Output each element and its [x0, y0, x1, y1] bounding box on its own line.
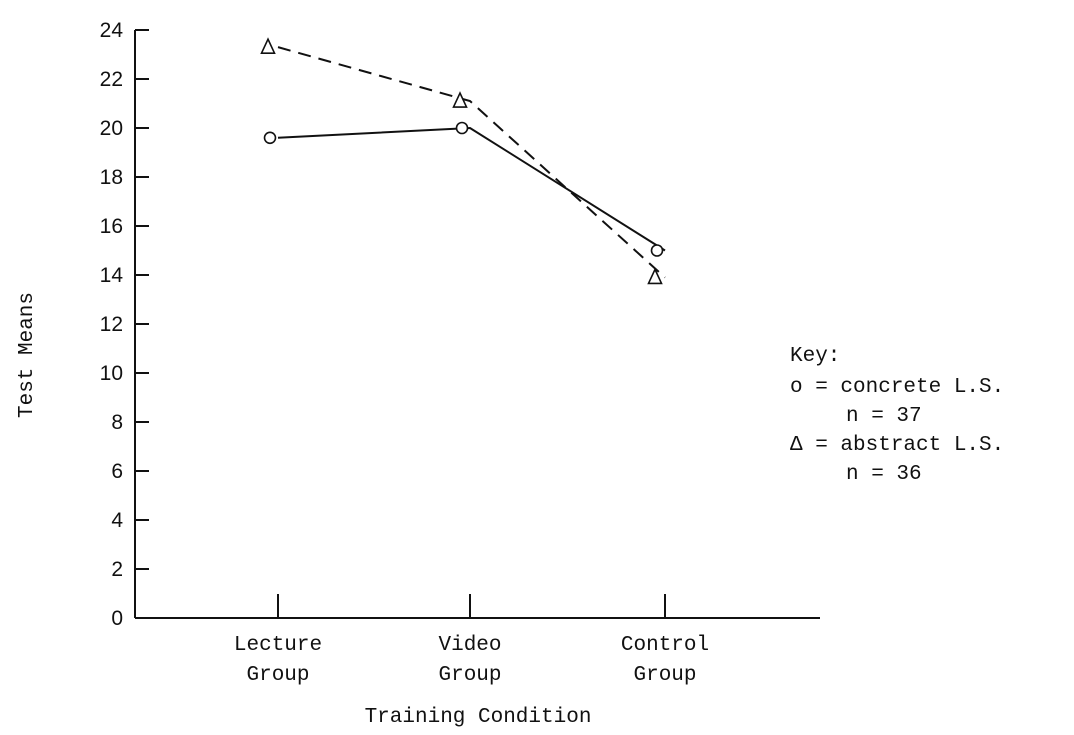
- axes: [134, 30, 820, 619]
- y-axis-label: Test Means: [16, 292, 39, 418]
- legend-title: Key:: [790, 345, 840, 368]
- y-tick-label: 4: [111, 509, 123, 532]
- series-line-abstract: [277, 46, 666, 279]
- x-tick-label: Lecture Group: [234, 634, 322, 687]
- y-tick-label: 0: [111, 607, 123, 630]
- data-point-circle: [455, 121, 469, 135]
- data-point-triangle: [647, 267, 663, 285]
- legend-entry-abstract: Δ = abstract L.S.: [790, 434, 1004, 457]
- data-point-triangle: [260, 37, 276, 54]
- legend-entry-abstract-n: n = 36: [846, 463, 922, 486]
- y-tick-label: 6: [111, 460, 123, 483]
- y-tick-label: 16: [100, 215, 123, 238]
- data-point-triangle: [452, 91, 468, 108]
- series-line-concrete: [277, 126, 666, 252]
- y-tick-label: 22: [100, 68, 123, 91]
- y-tick-label: 12: [100, 313, 123, 336]
- y-tick-label: 10: [100, 362, 123, 385]
- y-tick-label: 18: [100, 166, 123, 189]
- series-layer: [277, 46, 666, 279]
- data-point-circle: [263, 131, 277, 145]
- x-tick-label: Control Group: [621, 634, 709, 687]
- y-tick-label: 20: [100, 117, 123, 140]
- x-tick-label: Video Group: [438, 634, 501, 687]
- y-tick-label: 24: [100, 19, 124, 42]
- legend: Key: o = concrete L.S. n = 37 Δ = abstra…: [790, 345, 1004, 486]
- y-tick-label: 14: [100, 264, 124, 287]
- y-tick-label: 2: [111, 558, 123, 581]
- x-axis-label: Training Condition: [365, 706, 592, 729]
- data-point-circle: [650, 244, 664, 257]
- legend-entry-concrete: o = concrete L.S.: [790, 376, 1004, 399]
- markers-layer: [260, 37, 664, 285]
- x-axis-ticks: Lecture Group Video Group Control Group: [234, 594, 709, 687]
- y-tick-label: 8: [111, 411, 123, 434]
- legend-entry-concrete-n: n = 37: [846, 405, 922, 428]
